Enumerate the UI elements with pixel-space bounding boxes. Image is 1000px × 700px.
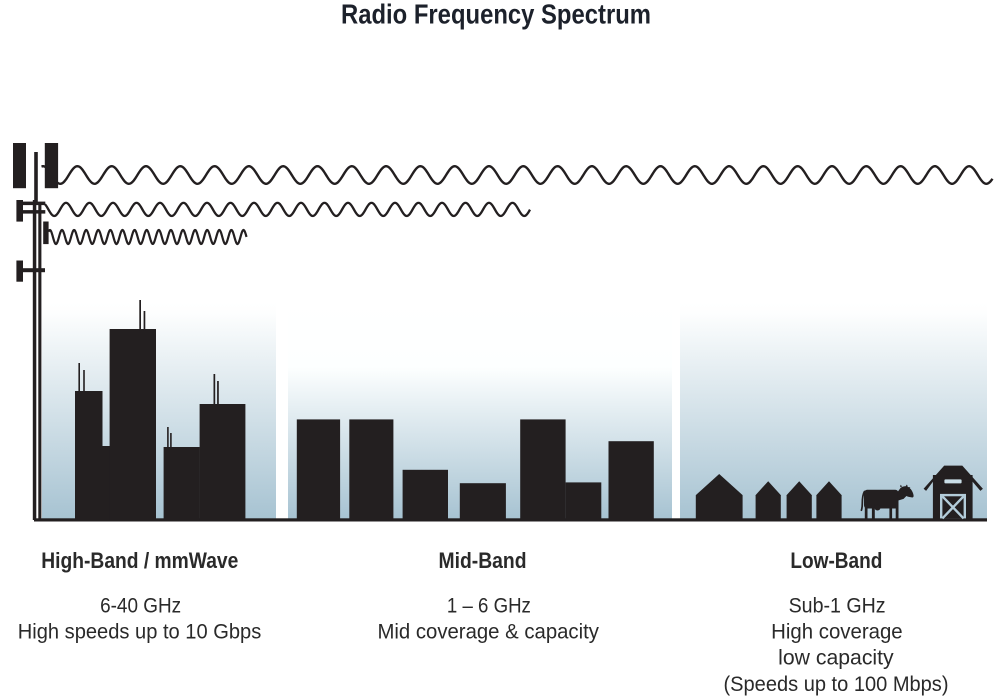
svg-text:High coverage: High coverage	[771, 619, 903, 643]
svg-text:6-40 GHz: 6-40 GHz	[100, 594, 181, 618]
svg-text:Radio Frequency Spectrum: Radio Frequency Spectrum	[341, 0, 651, 30]
svg-text:High-Band / mmWave: High-Band / mmWave	[41, 548, 238, 573]
svg-text:Sub-1 GHz: Sub-1 GHz	[789, 594, 886, 618]
svg-text:1 – 6 GHz: 1 – 6 GHz	[447, 594, 531, 618]
svg-text:Low-Band: Low-Band	[790, 548, 882, 573]
svg-text:Mid-Band: Mid-Band	[439, 548, 527, 573]
svg-text:low capacity: low capacity	[778, 646, 894, 670]
svg-text:High speeds up to 10 Gbps: High speeds up to 10 Gbps	[18, 619, 262, 643]
svg-text:(Speeds up to 100 Mbps): (Speeds up to 100 Mbps)	[724, 672, 949, 696]
svg-text:Mid coverage & capacity: Mid coverage & capacity	[377, 619, 599, 643]
